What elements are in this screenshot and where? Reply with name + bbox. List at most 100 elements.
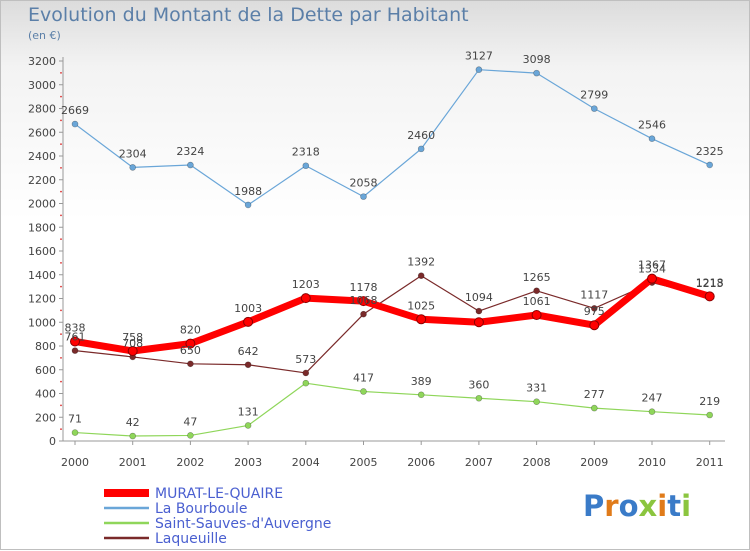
x-tick-label: 2006 [407,456,435,469]
data-label: 1068 [350,294,378,307]
x-tick-label: 2000 [61,456,89,469]
data-label: 219 [699,395,720,408]
data-label: 360 [468,378,489,391]
y-tick-label: 0 [49,435,56,448]
data-label: 2669 [61,104,89,117]
data-label: 1218 [696,276,724,289]
series-point-3 [360,310,367,318]
data-label: 708 [122,337,143,350]
data-label: 247 [642,392,663,405]
y-tick-label: 1000 [28,316,56,329]
data-label: 1334 [638,263,666,276]
series-line-0 [74,275,711,355]
series-point-2 [360,388,367,395]
series-point-0 [300,293,311,304]
y-minor-tick [60,356,62,359]
data-label: 1367 [638,259,666,272]
data-label: 838 [65,321,86,334]
data-label: 2304 [119,147,147,160]
series-point-0 [127,345,138,356]
legend-label: MURAT-LE-QUAIRE [155,486,283,502]
data-label: 1003 [234,302,262,315]
y-tick-label: 3000 [28,79,56,92]
data-label: 761 [65,331,86,344]
series-point-2 [187,432,194,439]
y-minor-tick [60,238,62,241]
data-label: 758 [122,331,143,344]
y-tick-label: 200 [35,411,56,424]
y-minor-tick [60,285,62,288]
data-label: 820 [180,324,201,337]
x-tick-label: 2009 [580,456,608,469]
y-tick-label: 3200 [28,55,56,68]
data-label: 71 [68,413,82,426]
data-label: 1117 [580,288,608,301]
data-label: 131 [238,405,259,418]
series-point-0 [647,273,657,284]
data-label: 1392 [407,256,435,269]
x-tick-label: 2011 [696,456,724,469]
y-minor-tick [60,119,62,122]
data-label: 42 [126,416,140,429]
series-point-3 [475,307,483,315]
y-tick-label: 2400 [28,150,56,163]
series-point-3 [590,305,598,312]
series-point-1 [475,66,483,73]
y-minor-tick [60,71,62,74]
series-point-1 [187,161,194,169]
series-line-1 [74,69,710,206]
y-tick-label: 2600 [28,126,56,139]
series-point-0 [531,310,542,321]
series-point-2 [417,391,425,399]
data-label: 331 [526,382,547,395]
y-tick-label: 2200 [28,174,56,187]
proxiti-logo: Proxiti [583,489,692,523]
series-point-1 [360,193,367,200]
data-label: 975 [584,305,605,318]
data-label: 573 [295,353,316,366]
series-point-3 [302,369,310,377]
x-tick-label: 2010 [638,456,666,469]
series-point-0 [473,317,484,328]
series-point-3 [71,347,79,354]
data-label: 1203 [292,278,320,291]
data-label: 642 [238,345,259,358]
x-tick-label: 2003 [234,456,262,469]
y-minor-tick [60,333,62,336]
series-point-2 [129,432,136,440]
y-minor-tick [60,309,62,312]
legend-label: Saint-Sauves-d'Auvergne [155,516,331,532]
data-label: 3127 [465,50,493,63]
series-line-2 [74,382,710,437]
y-minor-tick [60,214,62,217]
x-tick-label: 2004 [292,456,320,469]
y-tick-label: 1200 [28,293,56,306]
chart-unit: (en €) [28,29,61,42]
series-point-0 [589,320,600,331]
data-label: 3098 [523,53,551,66]
series-point-1 [590,105,598,112]
data-label: 650 [180,344,201,357]
data-label: 2325 [696,145,724,158]
series-point-1 [302,162,310,170]
data-label: 1265 [523,271,551,284]
data-label: 1094 [465,291,493,304]
data-label: 2318 [292,146,320,159]
data-label: 47 [183,415,197,428]
series-point-1 [648,135,656,142]
x-tick-label: 2008 [523,456,551,469]
y-minor-tick [60,166,62,169]
data-label: 1213 [696,277,724,290]
series-point-1 [706,161,714,169]
y-tick-label: 1600 [28,245,56,258]
y-minor-tick [60,143,62,146]
y-tick-label: 800 [35,340,56,353]
series-line-3 [74,275,710,374]
y-tick-label: 2800 [28,103,56,116]
series-point-2 [302,379,310,387]
series-point-1 [533,69,540,77]
y-tick-label: 400 [35,388,56,401]
data-label: 2460 [407,129,435,142]
series-point-1 [244,201,252,209]
